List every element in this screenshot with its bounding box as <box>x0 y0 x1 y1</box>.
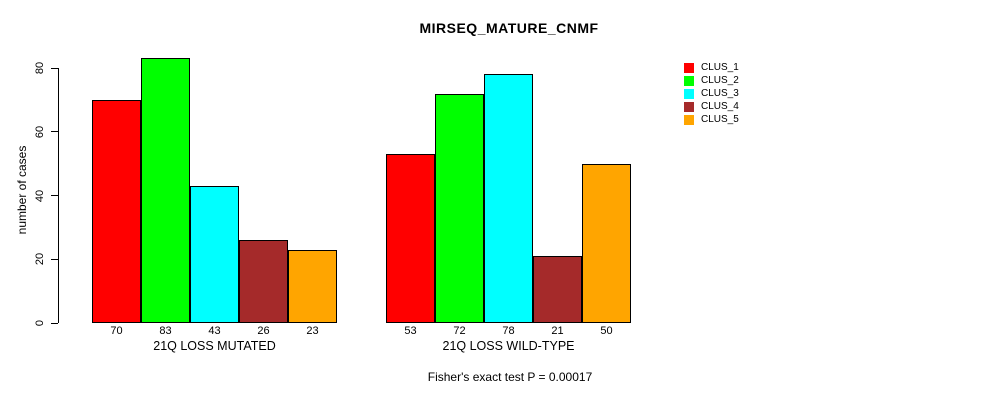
y-tick-mark <box>51 322 58 324</box>
legend-label: CLUS_4 <box>701 101 739 112</box>
legend-label: CLUS_3 <box>701 88 739 99</box>
y-tick-mark <box>51 131 58 133</box>
bar-value-label: 50 <box>600 325 613 337</box>
legend-item-clus_4: CLUS_4 <box>684 100 739 113</box>
fisher-test-caption: Fisher's exact test P = 0.00017 <box>427 370 593 384</box>
y-tick-mark <box>51 67 58 69</box>
legend-item-clus_1: CLUS_1 <box>684 61 739 74</box>
bar-clus_2-group2 <box>435 93 484 323</box>
legend-swatch-icon <box>684 75 694 86</box>
legend-label: CLUS_5 <box>701 114 739 125</box>
bar-clus_2-group1 <box>141 58 190 323</box>
y-tick-mark <box>51 195 58 196</box>
legend-swatch-icon <box>684 62 694 73</box>
group-label-2: 21Q LOSS WILD-TYPE <box>442 339 575 353</box>
bar-value-label: 72 <box>453 325 466 337</box>
legend: CLUS_1 CLUS_2 CLUS_3 CLUS_4 CLUS_5 <box>684 61 739 126</box>
chart-title: MIRSEQ_MATURE_CNMF <box>419 20 599 36</box>
bar-value-label: 83 <box>159 325 172 337</box>
legend-item-clus_3: CLUS_3 <box>684 87 739 100</box>
bar-clus_1-group2 <box>386 154 435 323</box>
legend-swatch-icon <box>684 114 694 125</box>
y-tick-label: 20 <box>34 253 46 266</box>
legend-item-clus_2: CLUS_2 <box>684 74 739 87</box>
bar-value-label: 53 <box>404 325 417 337</box>
legend-swatch-icon <box>684 88 694 99</box>
bar-value-label: 23 <box>306 325 319 337</box>
bar-clus_4-group2 <box>533 256 582 323</box>
bar-clus_3-group1 <box>190 185 239 323</box>
y-axis-line <box>58 68 59 323</box>
y-tick-label: 40 <box>34 189 46 202</box>
bar-clus_4-group1 <box>239 240 288 323</box>
y-tick-mark <box>51 258 58 260</box>
bar-value-label: 70 <box>110 325 123 337</box>
bar-value-label: 21 <box>551 325 564 337</box>
bar-value-label: 26 <box>257 325 270 337</box>
bar-clus_5-group2 <box>582 163 631 323</box>
legend-swatch-icon <box>684 101 694 112</box>
bar-clus_1-group1 <box>92 99 141 323</box>
y-axis-label: number of cases <box>15 145 29 235</box>
y-tick-label: 0 <box>34 319 46 327</box>
bar-value-label: 78 <box>502 325 515 337</box>
bar-value-label: 43 <box>208 325 221 337</box>
group-label-1: 21Q LOSS MUTATED <box>153 339 276 353</box>
y-tick-label: 60 <box>34 125 46 138</box>
legend-label: CLUS_1 <box>701 62 739 73</box>
bar-clus_5-group1 <box>288 249 337 323</box>
bar-clus_3-group2 <box>484 74 533 323</box>
legend-label: CLUS_2 <box>701 75 739 86</box>
y-tick-label: 80 <box>34 61 46 75</box>
legend-item-clus_5: CLUS_5 <box>684 113 739 126</box>
